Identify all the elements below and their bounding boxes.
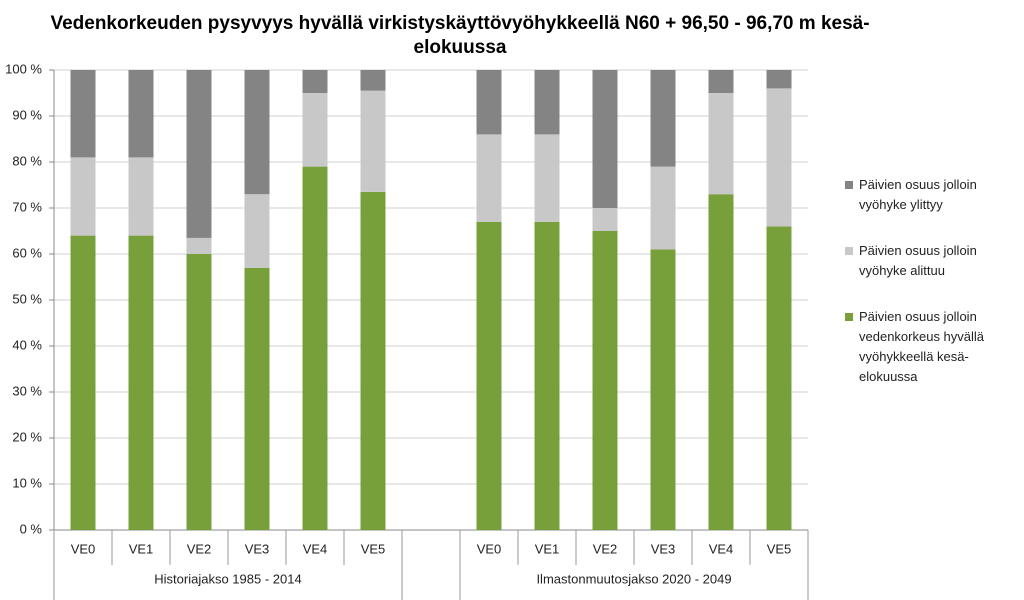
group-label: Historiajakso 1985 - 2014 bbox=[154, 571, 301, 586]
bar-segment bbox=[302, 70, 328, 93]
bar-segment bbox=[708, 194, 734, 530]
y-tick-label: 0 % bbox=[20, 521, 43, 536]
bar-segment bbox=[708, 93, 734, 195]
x-tick-label: VE4 bbox=[709, 541, 734, 556]
bar-segment bbox=[186, 237, 212, 254]
legend-label: Päivien osuus jolloin vyöhyke ylittyy bbox=[859, 177, 977, 212]
legend-label: Päivien osuus jolloin vedenkorkeus hyväl… bbox=[859, 309, 985, 384]
y-tick-label: 20 % bbox=[12, 429, 42, 444]
bar-segment bbox=[476, 221, 502, 531]
bar-segment bbox=[244, 267, 270, 530]
x-tick-label: VE4 bbox=[303, 541, 328, 556]
bar-segment bbox=[128, 235, 154, 530]
bar-segment bbox=[302, 93, 328, 167]
bar-segment bbox=[128, 70, 154, 158]
bar-segment bbox=[650, 166, 676, 250]
bar-segment bbox=[708, 70, 734, 93]
bar-segment bbox=[360, 191, 386, 530]
bar-segment bbox=[592, 208, 618, 231]
bar-segment bbox=[244, 70, 270, 195]
bar-segment bbox=[186, 254, 212, 530]
bar-segment bbox=[766, 226, 792, 530]
x-tick-label: VE0 bbox=[71, 541, 96, 556]
x-tick-label: VE1 bbox=[129, 541, 154, 556]
bar-segment bbox=[534, 221, 560, 531]
x-tick-label: VE2 bbox=[187, 541, 212, 556]
bar-segment bbox=[186, 70, 212, 238]
y-tick-label: 100 % bbox=[5, 61, 42, 76]
y-tick-label: 30 % bbox=[12, 383, 42, 398]
bar-segment bbox=[70, 157, 96, 236]
y-tick-label: 10 % bbox=[12, 475, 42, 490]
y-tick-label: 50 % bbox=[12, 291, 42, 306]
bar-segment bbox=[476, 134, 502, 222]
legend-swatch bbox=[845, 181, 853, 189]
bar-segment bbox=[592, 231, 618, 530]
x-tick-label: VE3 bbox=[245, 541, 270, 556]
x-tick-label: VE2 bbox=[593, 541, 618, 556]
legend-swatch bbox=[845, 247, 853, 255]
y-tick-label: 80 % bbox=[12, 153, 42, 168]
bar-segment bbox=[476, 70, 502, 135]
bar-segment bbox=[70, 70, 96, 158]
chart-title: Vedenkorkeuden pysyvyys hyvällä virkisty… bbox=[50, 13, 870, 58]
legend-item: Päivien osuus jolloin vyöhyke ylittyy bbox=[845, 175, 995, 215]
bar-segment bbox=[650, 70, 676, 167]
bar-segment bbox=[360, 90, 386, 192]
legend-swatch bbox=[845, 313, 853, 321]
x-tick-label: VE3 bbox=[651, 541, 676, 556]
y-tick-label: 60 % bbox=[12, 245, 42, 260]
x-tick-label: VE0 bbox=[477, 541, 502, 556]
bar-segment bbox=[534, 134, 560, 222]
legend-item: Päivien osuus jolloin vedenkorkeus hyväl… bbox=[845, 307, 995, 387]
bar-segment bbox=[360, 70, 386, 91]
bar-segment bbox=[650, 249, 676, 530]
x-tick-label: VE1 bbox=[535, 541, 560, 556]
bar-segment bbox=[70, 235, 96, 530]
bar-segment bbox=[766, 70, 792, 89]
bar-segment bbox=[128, 157, 154, 236]
legend-item: Päivien osuus jolloin vyöhyke alittuu bbox=[845, 241, 995, 281]
legend: Päivien osuus jolloin vyöhyke ylittyy Päi… bbox=[845, 175, 995, 413]
y-tick-label: 40 % bbox=[12, 337, 42, 352]
legend-label: Päivien osuus jolloin vyöhyke alittuu bbox=[859, 243, 977, 278]
bar-segment bbox=[244, 194, 270, 268]
y-tick-label: 90 % bbox=[12, 107, 42, 122]
bar-segment bbox=[592, 70, 618, 208]
bar-segment bbox=[766, 88, 792, 227]
x-tick-label: VE5 bbox=[361, 541, 386, 556]
x-tick-label: VE5 bbox=[767, 541, 792, 556]
bar-segment bbox=[534, 70, 560, 135]
y-tick-label: 70 % bbox=[12, 199, 42, 214]
bar-segment bbox=[302, 166, 328, 530]
group-label: Ilmastonmuutosjakso 2020 - 2049 bbox=[536, 571, 731, 586]
